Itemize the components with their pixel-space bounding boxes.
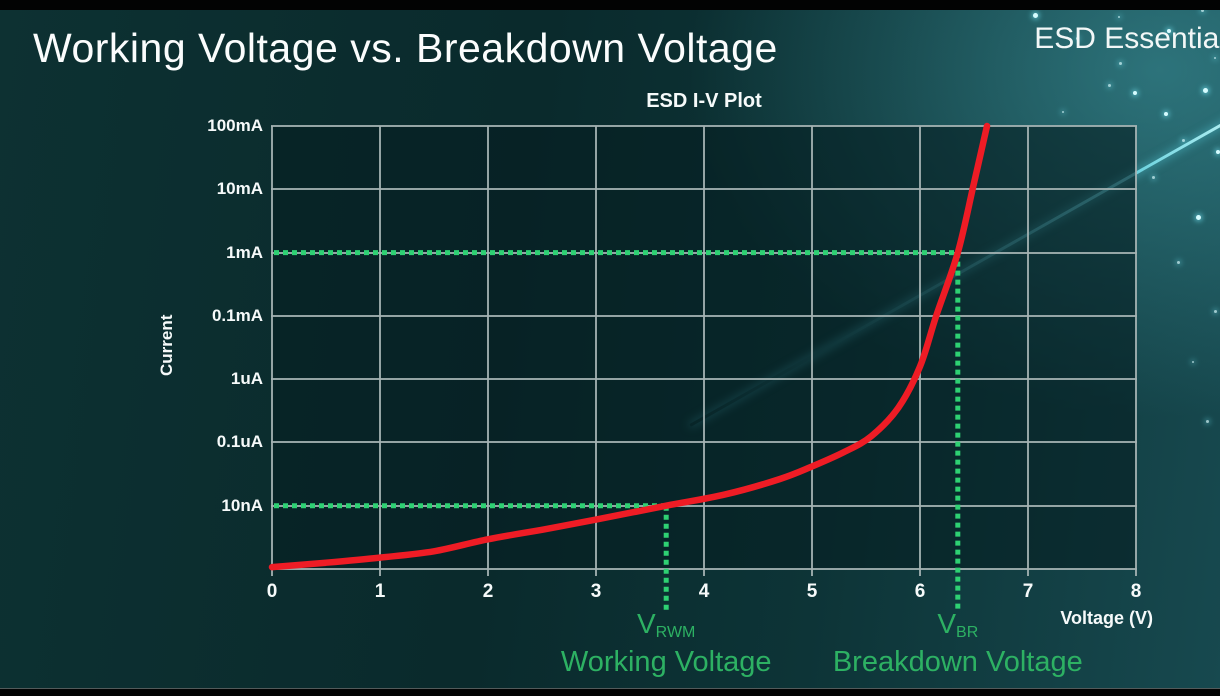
x-tick-label: 8 bbox=[1130, 581, 1142, 602]
x-tickmark bbox=[271, 569, 273, 576]
x-tickmark bbox=[811, 569, 813, 576]
particle bbox=[1108, 84, 1111, 87]
x-tickmark bbox=[1027, 569, 1029, 576]
y-tick-label: 0.1uA bbox=[216, 432, 263, 452]
particle bbox=[1133, 91, 1137, 95]
x-tickmark bbox=[379, 569, 381, 576]
y-axis-title: Current bbox=[157, 314, 176, 377]
annotation-label-br: Breakdown Voltage bbox=[832, 646, 1083, 678]
particle bbox=[1203, 88, 1208, 93]
annotation-symbol-br: VBR bbox=[937, 608, 979, 642]
particle bbox=[1119, 62, 1122, 65]
particle bbox=[1192, 361, 1194, 363]
y-tick-label: 1mA bbox=[226, 242, 263, 262]
annotation-label-rwm: Working Voltage bbox=[560, 646, 772, 678]
v-gridline bbox=[379, 126, 381, 569]
particle bbox=[1216, 150, 1220, 154]
particle bbox=[1206, 420, 1209, 423]
x-tick-label: 6 bbox=[914, 581, 926, 602]
particle bbox=[1214, 310, 1217, 313]
particle bbox=[1076, 37, 1079, 40]
x-tick-label: 7 bbox=[1022, 581, 1034, 602]
particle bbox=[1118, 16, 1120, 18]
annotation-symbol-rwm: VRWM bbox=[636, 608, 696, 642]
y-tick-label: 10nA bbox=[221, 495, 263, 515]
particle bbox=[1182, 139, 1185, 142]
y-tick-label: 100mA bbox=[207, 116, 263, 135]
v-gridline bbox=[1027, 126, 1029, 569]
x-tickmark bbox=[1135, 569, 1137, 576]
x-tick-label: 1 bbox=[374, 581, 386, 602]
y-tick-label: 1uA bbox=[230, 369, 263, 389]
letterbox-bottom-bar bbox=[0, 688, 1220, 696]
y-tick-label: 0.1mA bbox=[211, 305, 263, 325]
v-gridline bbox=[811, 126, 813, 569]
particle bbox=[1214, 57, 1216, 59]
v-gridline bbox=[919, 126, 921, 569]
x-tickmark bbox=[595, 569, 597, 576]
particle bbox=[1033, 13, 1038, 18]
v-gridline bbox=[271, 126, 273, 569]
brand-watermark: ESD Essential bbox=[1034, 22, 1220, 55]
x-tickmark bbox=[703, 569, 705, 576]
v-gridline bbox=[703, 126, 705, 569]
x-tick-label: 0 bbox=[266, 581, 278, 602]
v-gridline bbox=[595, 126, 597, 569]
x-tick-label: 5 bbox=[806, 581, 818, 602]
x-tickmark bbox=[487, 569, 489, 576]
x-tickmark bbox=[919, 569, 921, 576]
particle bbox=[1177, 261, 1180, 264]
letterbox-top-bar bbox=[0, 0, 1220, 10]
x-tick-label: 2 bbox=[482, 581, 494, 602]
x-tick-label: 4 bbox=[698, 581, 710, 602]
particle bbox=[1196, 215, 1201, 220]
x-tick-label: 3 bbox=[590, 581, 602, 602]
slide-title: Working Voltage vs. Breakdown Voltage bbox=[33, 25, 778, 71]
particle bbox=[1152, 176, 1155, 179]
chart-title: ESD I-V Plot bbox=[646, 90, 762, 112]
v-gridline bbox=[1135, 126, 1137, 569]
particle bbox=[1062, 111, 1064, 113]
v-gridline bbox=[487, 126, 489, 569]
x-axis-title: Voltage (V) bbox=[1060, 608, 1153, 628]
y-tick-label: 10mA bbox=[216, 179, 263, 199]
particle bbox=[1167, 29, 1171, 33]
particle bbox=[1201, 9, 1204, 12]
particle bbox=[1164, 112, 1168, 116]
